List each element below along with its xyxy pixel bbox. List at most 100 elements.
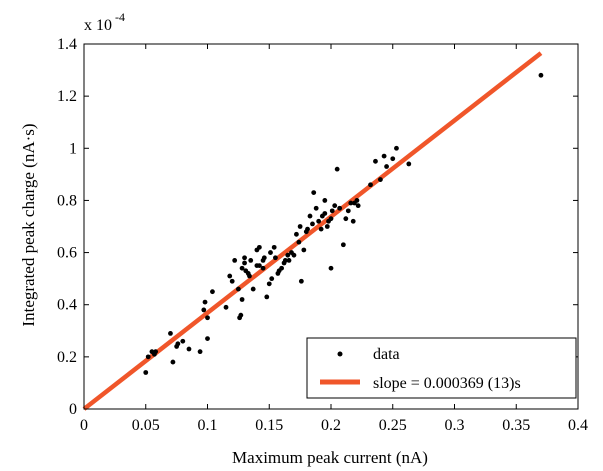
data-point <box>250 286 256 292</box>
data-point <box>239 265 245 271</box>
x-axis-label: Maximum peak current (nA) <box>232 448 428 467</box>
y-exponent-power: -4 <box>115 10 125 24</box>
data-point <box>279 265 284 271</box>
data-point <box>313 205 319 211</box>
data-point <box>227 273 233 279</box>
data-point <box>186 346 192 352</box>
data-point <box>322 211 328 216</box>
data-point <box>355 203 361 209</box>
legend-data-marker <box>337 351 343 357</box>
data-point <box>205 336 210 342</box>
legend-data-label: data <box>373 346 400 363</box>
data-point <box>322 198 328 203</box>
data-point <box>343 216 349 222</box>
data-point <box>266 281 272 287</box>
data-point <box>324 224 330 229</box>
x-tick-label: 0.25 <box>379 417 407 434</box>
data-point <box>205 315 210 321</box>
data-point <box>256 263 262 269</box>
y-tick-label: 0.2 <box>57 349 77 366</box>
data-point <box>316 218 322 224</box>
x-tick-label: 0.15 <box>255 417 283 434</box>
y-tick-label: 1.4 <box>57 36 77 53</box>
data-point <box>332 203 338 209</box>
data-point <box>153 349 159 355</box>
y-tick-label: 0.8 <box>57 192 77 209</box>
plot-area <box>82 51 544 411</box>
y-tick-label: 1.2 <box>57 88 77 105</box>
data-point <box>170 359 176 365</box>
fit-line <box>82 51 543 411</box>
data-point <box>248 257 254 263</box>
data-point <box>202 299 208 305</box>
data-point <box>301 247 307 253</box>
y-tick-label: 0.4 <box>57 297 77 314</box>
x-tick-label: 0.05 <box>132 417 160 434</box>
x-tick-label: 0.4 <box>568 417 588 434</box>
data-point <box>286 257 292 263</box>
y-tick-label: 0 <box>69 401 77 418</box>
x-tick-label: 0 <box>80 417 88 434</box>
data-point <box>235 286 241 292</box>
data-point <box>269 276 275 282</box>
data-point <box>238 312 244 318</box>
data-point <box>143 370 149 375</box>
legend: data slope = 0.000369 (13)s <box>306 337 577 399</box>
y-tick-label: 1 <box>69 140 77 157</box>
data-point <box>350 218 356 224</box>
ticks: 0 0.05 0.1 0.15 0.2 0.25 0.3 0.35 0.4 0 0.2 0.4 0.6 0… <box>57 36 588 434</box>
x-tick-label: 0.35 <box>502 417 530 434</box>
data-point <box>239 297 245 302</box>
data-point <box>305 226 310 232</box>
legend-box <box>306 337 577 399</box>
data-point <box>307 213 313 219</box>
data-point <box>373 158 378 164</box>
data-point <box>232 257 238 263</box>
y-tick-label: 0.6 <box>57 245 77 262</box>
data-point <box>201 307 207 313</box>
data-point <box>406 161 412 167</box>
data-point <box>210 289 215 295</box>
data-point <box>271 244 277 250</box>
y-axis-label: Integrated peak charge (nA·s) <box>19 123 38 326</box>
data-point <box>168 330 173 336</box>
data-point <box>180 338 186 344</box>
data-point <box>340 242 346 248</box>
data-point <box>298 278 304 284</box>
x-tick-label: 0.1 <box>198 417 218 434</box>
data-point <box>282 257 288 263</box>
data-point <box>368 182 373 188</box>
data-point <box>381 153 387 159</box>
data-point <box>294 231 299 237</box>
x-tick-label: 0.3 <box>445 417 465 434</box>
y-exponent-label: x 10 <box>84 17 112 34</box>
data-point <box>390 156 396 162</box>
data-point <box>260 265 266 271</box>
data-point <box>318 226 324 232</box>
data-point <box>296 239 302 245</box>
data-point <box>242 255 247 261</box>
data-point <box>329 208 335 214</box>
data-point <box>223 304 229 310</box>
data-point <box>197 349 203 355</box>
data-point <box>175 341 181 347</box>
data-point <box>297 224 303 229</box>
data-point <box>345 208 351 214</box>
data-point <box>273 255 278 261</box>
data-point <box>268 250 273 255</box>
data-point <box>538 72 544 78</box>
data-point <box>328 216 334 222</box>
data-point <box>291 252 297 258</box>
data-point <box>348 200 354 206</box>
data-point <box>394 145 399 151</box>
data-point <box>334 166 340 172</box>
legend-fit-label: slope = 0.000369 (13)s <box>373 375 521 392</box>
data-point <box>261 255 267 261</box>
data-point <box>264 294 270 300</box>
data-point <box>145 354 151 360</box>
data-point <box>256 244 262 250</box>
data-point <box>354 198 360 203</box>
data-point <box>247 273 252 279</box>
data-point <box>310 221 315 227</box>
